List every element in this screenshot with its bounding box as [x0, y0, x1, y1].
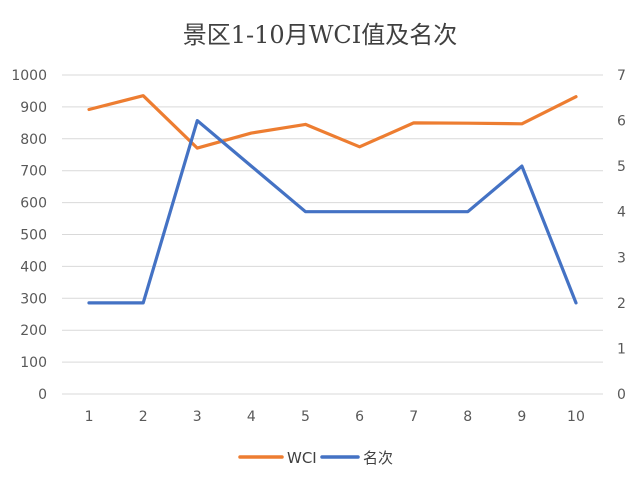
y-left-tick-label: 700: [20, 164, 47, 180]
y-right-tick-label: 4: [617, 205, 626, 221]
x-tick-label: 3: [193, 409, 202, 425]
y-right-tick-label: 5: [617, 159, 626, 175]
x-tick-label: 7: [409, 409, 418, 425]
y-axis-right: 0 1 2 3 4 5 6 7: [617, 68, 626, 403]
x-tick-label: 6: [355, 409, 364, 425]
x-tick-label: 2: [139, 409, 148, 425]
y-left-tick-label: 200: [20, 323, 47, 339]
x-axis: 1 2 3 4 5 6 7 8 9 10: [85, 409, 585, 425]
x-tick-label: 5: [301, 409, 310, 425]
y-left-tick-label: 1000: [11, 68, 47, 84]
gridlines: [62, 74, 603, 395]
x-tick-label: 4: [247, 409, 256, 425]
series-line-wci: [87, 94, 578, 150]
y-right-tick-label: 3: [617, 250, 626, 266]
y-left-tick-label: 400: [20, 259, 47, 275]
y-left-tick-label: 900: [20, 100, 47, 116]
chart-title: 景区1-10月WCI值及名次: [183, 21, 457, 49]
y-right-tick-label: 7: [617, 68, 626, 84]
y-left-tick-label: 300: [20, 291, 47, 307]
y-left-tick-label: 100: [20, 355, 47, 371]
legend-label-rank: 名次: [363, 449, 393, 467]
y-right-tick-label: 2: [617, 296, 626, 312]
series-layer: [87, 94, 578, 305]
y-left-tick-label: 500: [20, 228, 47, 244]
y-right-tick-label: 1: [617, 341, 626, 357]
y-left-tick-label: 800: [20, 132, 47, 148]
y-left-tick-label: 600: [20, 196, 47, 212]
x-tick-label: 8: [463, 409, 472, 425]
x-tick-label: 9: [517, 409, 526, 425]
x-tick-label: 10: [567, 409, 585, 425]
legend-label-wci: WCI: [287, 449, 317, 467]
y-axis-left: 0 100 200 300 400 500 600 700 800 900 1000: [11, 68, 47, 403]
x-tick-label: 1: [85, 409, 94, 425]
y-right-tick-label: 6: [617, 114, 626, 130]
y-right-tick-label: 0: [617, 387, 626, 403]
y-left-tick-label: 0: [38, 387, 47, 403]
series-line-rank: [87, 118, 578, 305]
legend: WCI 名次: [238, 449, 393, 467]
